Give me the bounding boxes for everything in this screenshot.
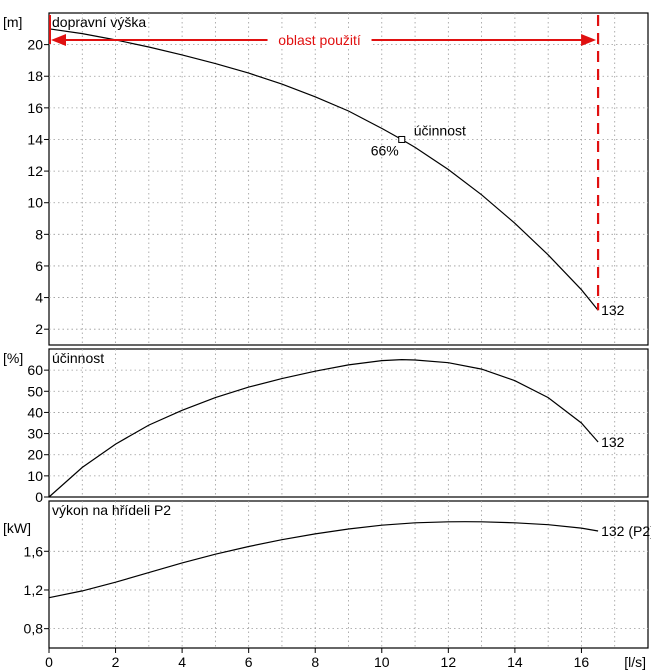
panel-efficiency: 0 10 20 30 40 50 60[%] účinnost 132 — [3, 348, 649, 505]
curve-head — [48, 28, 599, 311]
y-unit-label: [%] — [3, 350, 23, 366]
x-tick-label: 2 — [112, 654, 120, 670]
efficiency-point-marker — [398, 135, 406, 143]
efficiency-point-value: 66% — [371, 142, 399, 158]
y-tick-label: 16 — [27, 100, 43, 116]
y-tick-label: 0 — [35, 489, 43, 505]
y-tick-label: 4 — [35, 290, 43, 306]
x-tick-label: 14 — [507, 654, 523, 670]
y-tick-label: 1,6 — [24, 543, 44, 559]
x-tick-label: 6 — [245, 654, 253, 670]
y-tick-label: 2 — [35, 321, 43, 337]
curve-efficiency — [48, 358, 599, 498]
range-label-background — [267, 30, 372, 49]
y-tick-label: 40 — [27, 404, 43, 420]
range-arrow-right-head — [581, 34, 597, 46]
y-tick-label: 12 — [27, 163, 43, 179]
curve-power — [48, 521, 599, 599]
y-tick-label: 14 — [27, 131, 43, 147]
y-tick-label: 30 — [27, 426, 43, 442]
y-tick-label: 6 — [35, 258, 43, 274]
y-tick-label: 10 — [27, 468, 43, 484]
panel-title: výkon na hřídeli P2 — [52, 502, 171, 518]
range-label: oblast použití — [278, 32, 361, 48]
panel-head: 2 4 6 8 10 12 14 16 18 20 [m] dopravní výška 132 — [3, 12, 649, 346]
y-tick-label: 60 — [27, 362, 43, 378]
plot-frame — [48, 348, 649, 498]
x-tick-label: 4 — [178, 654, 186, 670]
series-label: 132 — [601, 434, 625, 450]
y-tick-label: 10 — [27, 195, 43, 211]
y-unit-label: [kW] — [3, 520, 31, 536]
y-tick-label: 8 — [35, 226, 43, 242]
panel-title: dopravní výška — [52, 14, 146, 30]
x-tick-label: 12 — [441, 654, 457, 670]
x-unit-label: [l/s] — [624, 654, 646, 670]
y-tick-label: 20 — [27, 37, 43, 53]
series-label: 132 (P2) — [601, 523, 651, 539]
x-tick-label: 10 — [374, 654, 390, 670]
efficiency-point-label: účinnost — [414, 122, 466, 138]
x-tick-label: 16 — [574, 654, 590, 670]
panel-title: účinnost — [52, 350, 104, 366]
x-tick-label: 8 — [311, 654, 319, 670]
range-arrow-left-head — [51, 34, 66, 46]
y-tick-label: 50 — [27, 383, 43, 399]
y-unit-label: [m] — [3, 14, 22, 30]
y-tick-label: 20 — [27, 447, 43, 463]
y-tick-label: 18 — [27, 68, 43, 84]
series-label: 132 — [601, 302, 625, 318]
y-tick-label: 1,2 — [24, 582, 44, 598]
y-tick-label: 0,8 — [24, 621, 44, 637]
panel-power: 0,8 1,2 1,6 [kW] výkon na hřídeli P2 132 (P2)… — [3, 500, 651, 670]
x-tick-label: 0 — [45, 654, 53, 670]
